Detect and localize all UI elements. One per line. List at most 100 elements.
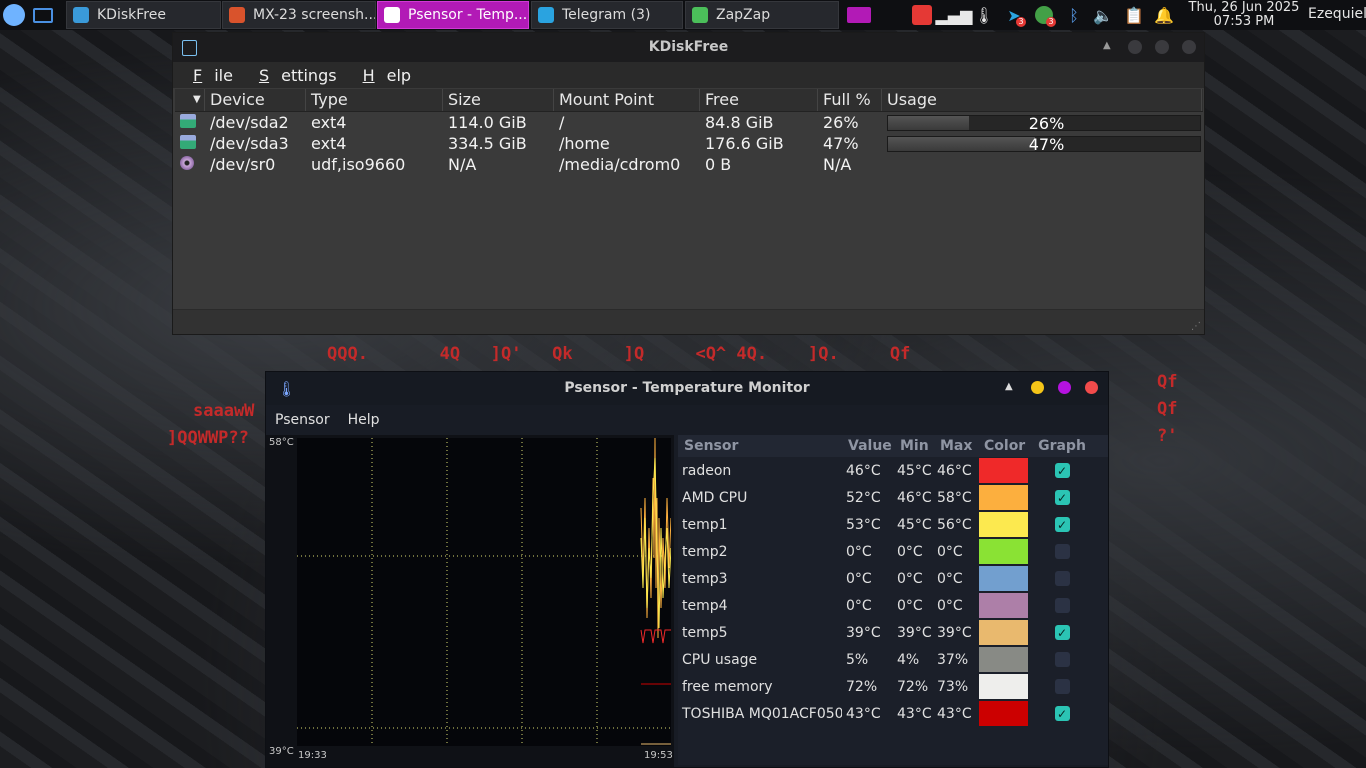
- disk-row[interactable]: /dev/sda3 ext4 334.5 GiB/home 176.6 GiB 47% 4…: [175, 133, 1203, 154]
- col-sensor[interactable]: Sensor: [684, 438, 739, 454]
- graph-y-min-label: 39°C: [269, 746, 294, 757]
- sensor-row[interactable]: free memory 72% 72% 73%: [678, 673, 1108, 700]
- col-type[interactable]: Type: [306, 89, 443, 111]
- sensor-row[interactable]: temp1 53°C 45°C 56°C ✓: [678, 511, 1108, 538]
- notifications-bell-icon[interactable]: 🔔: [1154, 5, 1174, 25]
- thermometer-tray-icon[interactable]: 🌡: [973, 5, 995, 25]
- sensor-color-swatch[interactable]: [978, 700, 1029, 727]
- volume-icon[interactable]: 🔈: [1093, 5, 1113, 25]
- col-max[interactable]: Max: [940, 438, 973, 454]
- sensor-graph-checkbox[interactable]: [1054, 598, 1070, 613]
- keep-above-icon[interactable]: ▲: [1005, 381, 1013, 392]
- sensor-row[interactable]: temp5 39°C 39°C 39°C ✓: [678, 619, 1108, 646]
- taskbar-task-2[interactable]: Psensor - Temp...: [377, 1, 529, 29]
- col-graph[interactable]: Graph: [1038, 438, 1086, 454]
- disk-icon-cell: [175, 113, 205, 132]
- sensor-color-swatch[interactable]: [978, 538, 1029, 565]
- graph-x-end-label: 19:53: [644, 750, 673, 761]
- usage-bar: 47%: [887, 135, 1201, 152]
- sensor-color-swatch[interactable]: [978, 646, 1029, 673]
- sensor-row[interactable]: AMD CPU 52°C 46°C 58°C ✓: [678, 484, 1108, 511]
- thermometer-icon: [384, 7, 400, 23]
- sensor-graph-checkbox[interactable]: ✓: [1054, 625, 1070, 640]
- user-menu[interactable]: Ezequiel: [1308, 6, 1366, 22]
- desktop-ascii-right-1: Qf: [1157, 372, 1178, 392]
- sort-indicator-icon[interactable]: ▼: [175, 89, 205, 111]
- taskbar-task-3[interactable]: Telegram (3): [531, 1, 683, 29]
- zapzap-tray-icon[interactable]: 3: [1034, 5, 1056, 27]
- sensor-graph-checkbox[interactable]: ✓: [1054, 490, 1070, 505]
- resize-grip-icon[interactable]: ⋰: [1191, 321, 1201, 332]
- col-device[interactable]: Device: [205, 89, 306, 111]
- maximize-button[interactable]: [1058, 381, 1071, 394]
- sensor-graph-checkbox[interactable]: ✓: [1054, 517, 1070, 532]
- anydesk-tray-icon[interactable]: [912, 5, 932, 25]
- taskbar-task-0[interactable]: KDiskFree: [66, 1, 221, 29]
- usage-bar-label: 26%: [1028, 114, 1065, 131]
- minimize-button[interactable]: [1031, 381, 1044, 394]
- sensor-row[interactable]: TOSHIBA MQ01ACF050 43°C 43°C 43°C ✓: [678, 700, 1108, 727]
- sensor-row[interactable]: temp2 0°C 0°C 0°C: [678, 538, 1108, 565]
- col-full-percent[interactable]: Full %: [818, 89, 882, 111]
- col-min[interactable]: Min: [900, 438, 929, 454]
- taskbar-task-1[interactable]: MX-23 screensh...: [222, 1, 376, 29]
- sensor-graph-checkbox[interactable]: ✓: [1054, 706, 1070, 721]
- disk-cell-usage: 47%: [882, 135, 1202, 152]
- telegram-tray-icon[interactable]: ➤ 3: [1004, 5, 1026, 27]
- bluetooth-icon[interactable]: ᛒ: [1069, 5, 1079, 25]
- temperature-graph: 58°C 39°C 19:33 19:53: [266, 435, 674, 767]
- sensor-graph-checkbox[interactable]: [1054, 544, 1070, 559]
- monitor-icon: [33, 7, 53, 23]
- disk-row[interactable]: /dev/sr0 udf,iso9660 N/A/media/cdrom0 0 B N/…: [175, 154, 1203, 175]
- clipboard-icon[interactable]: 📋: [1124, 5, 1144, 25]
- start-menu-button[interactable]: [3, 0, 25, 30]
- keep-above-icon[interactable]: ▲: [1103, 40, 1111, 51]
- sensor-color-swatch[interactable]: [978, 565, 1029, 592]
- psensor-titlebar[interactable]: 🌡 Psensor - Temperature Monitor ▲: [266, 372, 1108, 405]
- sensor-row[interactable]: temp3 0°C 0°C 0°C: [678, 565, 1108, 592]
- sensor-color-swatch[interactable]: [978, 457, 1029, 484]
- sensor-row[interactable]: temp4 0°C 0°C 0°C: [678, 592, 1108, 619]
- disk-cell-size: 114.0 GiB: [448, 113, 527, 132]
- graph-plot-area: [297, 437, 672, 746]
- maximize-button[interactable]: [1155, 40, 1169, 54]
- sensor-name: CPU usage: [682, 651, 758, 668]
- sensor-graph-checkbox[interactable]: [1054, 679, 1070, 694]
- col-free[interactable]: Free: [700, 89, 818, 111]
- sensor-graph-checkbox[interactable]: [1054, 652, 1070, 667]
- series-radeon: [640, 629, 671, 644]
- close-button[interactable]: [1085, 381, 1098, 394]
- menu-psensor[interactable]: Psensor: [275, 412, 330, 428]
- sensor-color-swatch[interactable]: [978, 511, 1029, 538]
- sensor-color-swatch[interactable]: [978, 619, 1029, 646]
- menu-help[interactable]: Help: [347, 412, 380, 428]
- show-desktop-button[interactable]: [33, 0, 53, 30]
- sensor-color-swatch[interactable]: [978, 673, 1029, 700]
- network-signal-icon[interactable]: ▂▄▆: [935, 5, 973, 25]
- sensor-color-cell: [976, 484, 1032, 511]
- sensor-color-swatch[interactable]: [978, 592, 1029, 619]
- sensor-max: 58°C: [937, 489, 972, 506]
- taskbar-task-4[interactable]: ZapZap: [685, 1, 839, 29]
- sensor-color-swatch[interactable]: [978, 484, 1029, 511]
- sensor-row[interactable]: radeon 46°C 45°C 46°C ✓: [678, 457, 1108, 484]
- close-button[interactable]: [1182, 40, 1196, 54]
- workspace-switcher[interactable]: [847, 0, 871, 30]
- clock[interactable]: Thu, 26 Jun 2025 07:53 PM: [1186, 0, 1302, 29]
- col-color[interactable]: Color: [984, 438, 1026, 454]
- col-value[interactable]: Value: [848, 438, 892, 454]
- sensor-value: 0°C: [846, 597, 872, 614]
- sensor-graph-checkbox[interactable]: ✓: [1054, 463, 1070, 478]
- col-mount-point[interactable]: Mount Point: [554, 89, 700, 111]
- kdiskfree-titlebar[interactable]: KDiskFree ▲: [173, 33, 1204, 62]
- col-size[interactable]: Size: [443, 89, 554, 111]
- sensor-graph-checkbox[interactable]: [1054, 571, 1070, 586]
- minimize-button[interactable]: [1128, 40, 1142, 54]
- sensor-color-cell: [976, 538, 1032, 565]
- col-usage[interactable]: Usage: [882, 89, 1202, 111]
- disk-row[interactable]: /dev/sda2 ext4 114.0 GiB / 84.8 GiB 26% 26%: [175, 112, 1203, 133]
- sensor-row[interactable]: CPU usage 5% 4% 37%: [678, 646, 1108, 673]
